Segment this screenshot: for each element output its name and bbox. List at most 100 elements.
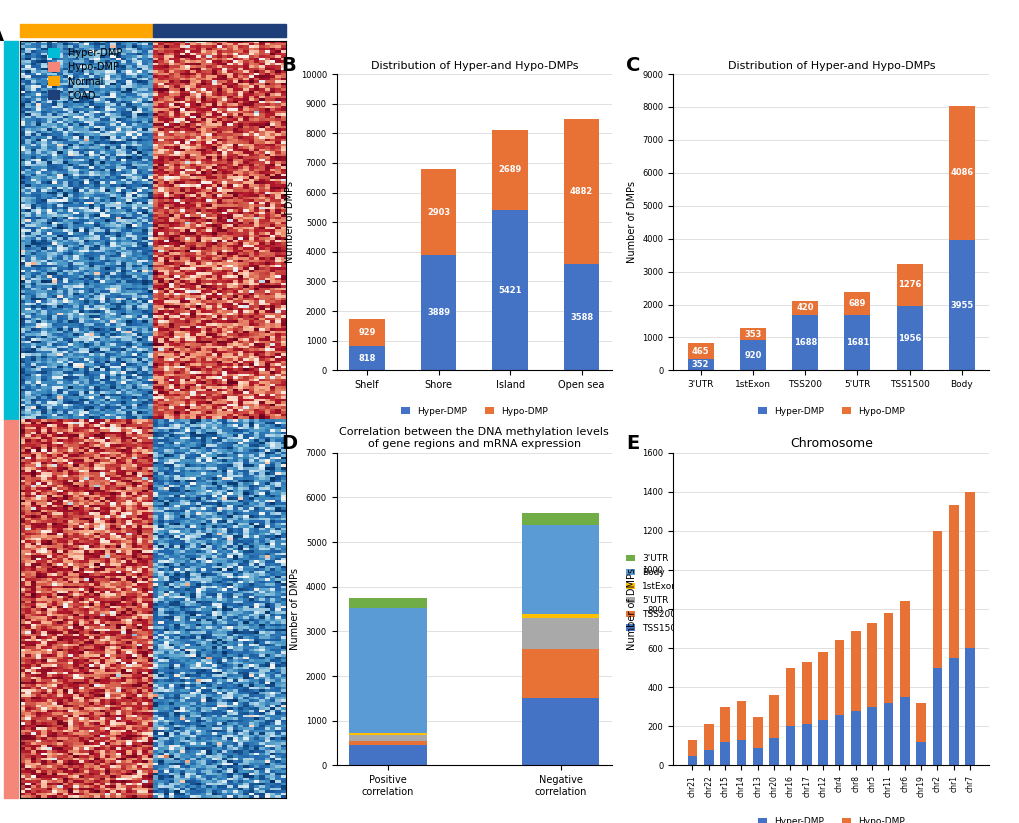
Legend: Hyper-DMP, Hypo-DMP: Hyper-DMP, Hypo-DMP bbox=[753, 403, 908, 419]
Bar bbox=[964, 491, 974, 649]
Bar bbox=[348, 597, 426, 608]
Bar bbox=[801, 724, 811, 765]
Bar bbox=[899, 601, 909, 697]
Legend: Hyper-DMP, Hypo-DMP: Hyper-DMP, Hypo-DMP bbox=[396, 403, 551, 419]
Y-axis label: Number of DMPs: Number of DMPs bbox=[627, 181, 636, 263]
Text: 465: 465 bbox=[691, 346, 709, 356]
Text: Near
Promoter
Region: Near Promoter Region bbox=[760, 650, 799, 681]
Text: 3588: 3588 bbox=[570, 313, 593, 322]
Bar bbox=[896, 306, 922, 370]
Text: 1276: 1276 bbox=[897, 281, 920, 290]
Bar bbox=[522, 615, 599, 618]
Bar bbox=[882, 703, 893, 765]
Bar bbox=[564, 119, 599, 264]
Bar bbox=[687, 756, 697, 765]
Bar bbox=[931, 667, 942, 765]
Bar bbox=[348, 319, 384, 346]
Text: 5421: 5421 bbox=[498, 286, 522, 295]
Y-axis label: Number of DMPs: Number of DMPs bbox=[290, 568, 300, 650]
Text: 689: 689 bbox=[848, 300, 865, 308]
Y-axis label: Number of DMPs: Number of DMPs bbox=[627, 568, 636, 650]
Bar bbox=[850, 630, 860, 710]
Title: Chromosome: Chromosome bbox=[789, 437, 872, 450]
Bar bbox=[522, 649, 599, 699]
Text: 920: 920 bbox=[744, 351, 761, 360]
Text: 4086: 4086 bbox=[950, 169, 972, 178]
Text: C: C bbox=[626, 56, 640, 75]
Bar bbox=[348, 736, 426, 742]
Bar bbox=[899, 697, 909, 765]
Text: B: B bbox=[281, 56, 296, 75]
Bar bbox=[792, 301, 817, 314]
Bar bbox=[964, 649, 974, 765]
Text: 420: 420 bbox=[796, 304, 813, 313]
Text: 2903: 2903 bbox=[427, 207, 449, 216]
Bar bbox=[736, 701, 746, 740]
Bar bbox=[687, 359, 713, 370]
Bar bbox=[739, 340, 765, 370]
Bar bbox=[703, 750, 713, 765]
Bar bbox=[896, 264, 922, 306]
Bar bbox=[522, 699, 599, 765]
Bar bbox=[348, 746, 426, 765]
Bar bbox=[931, 531, 942, 667]
Text: D: D bbox=[281, 434, 298, 453]
Bar bbox=[882, 613, 893, 703]
Text: 2689: 2689 bbox=[498, 165, 521, 174]
Bar bbox=[948, 505, 958, 658]
Bar bbox=[834, 714, 844, 765]
Bar bbox=[785, 667, 795, 726]
Text: 818: 818 bbox=[358, 354, 375, 363]
Bar bbox=[792, 314, 817, 370]
Bar bbox=[522, 618, 599, 649]
Text: 352: 352 bbox=[691, 360, 708, 369]
Text: 1681: 1681 bbox=[845, 338, 868, 347]
Bar bbox=[348, 346, 384, 370]
Bar bbox=[522, 525, 599, 615]
Bar bbox=[703, 724, 713, 750]
Bar bbox=[844, 292, 869, 315]
Text: A: A bbox=[0, 26, 4, 45]
Legend: Hyper-DMP, Hypo-DMP: Hyper-DMP, Hypo-DMP bbox=[753, 813, 908, 823]
Bar bbox=[915, 703, 925, 742]
Bar bbox=[719, 742, 730, 765]
Bar bbox=[915, 742, 925, 765]
Bar bbox=[844, 315, 869, 370]
Bar bbox=[752, 748, 762, 765]
Bar bbox=[850, 710, 860, 765]
Legend: 3'UTR, Body, 1stExon, 5'UTR, TSS200, TSS1500: 3'UTR, Body, 1stExon, 5'UTR, TSS200, TSS… bbox=[622, 551, 685, 636]
Bar bbox=[768, 738, 779, 765]
Text: 1688: 1688 bbox=[793, 338, 816, 347]
Bar bbox=[739, 328, 765, 340]
Text: 1956: 1956 bbox=[897, 333, 920, 342]
Bar bbox=[492, 210, 528, 370]
Bar bbox=[522, 513, 599, 525]
Bar bbox=[768, 695, 779, 738]
Y-axis label: Number of DMPs: Number of DMPs bbox=[284, 181, 294, 263]
Text: 3955: 3955 bbox=[950, 300, 972, 309]
Bar bbox=[866, 623, 876, 707]
Text: 353: 353 bbox=[744, 330, 761, 339]
Bar bbox=[687, 740, 697, 756]
Bar bbox=[834, 640, 844, 714]
Bar bbox=[948, 105, 974, 240]
Bar bbox=[948, 658, 958, 765]
Bar bbox=[719, 707, 730, 742]
Bar bbox=[348, 733, 426, 736]
Text: 929: 929 bbox=[358, 328, 375, 337]
Bar bbox=[420, 255, 455, 370]
Bar bbox=[866, 707, 876, 765]
Title: Distribution of Hyper-and Hypo-DMPs: Distribution of Hyper-and Hypo-DMPs bbox=[727, 61, 934, 71]
Bar bbox=[564, 264, 599, 370]
Bar bbox=[752, 717, 762, 748]
Legend: Hyper-DMP, Hypo-DMP, Normal, COAD: Hyper-DMP, Hypo-DMP, Normal, COAD bbox=[47, 46, 124, 103]
Text: 4882: 4882 bbox=[570, 187, 593, 196]
Bar bbox=[801, 662, 811, 724]
Bar bbox=[348, 608, 426, 733]
Bar bbox=[817, 720, 827, 765]
Bar bbox=[817, 652, 827, 720]
Title: Correlation between the DNA methylation levels
of gene regions and mRNA expressi: Correlation between the DNA methylation … bbox=[339, 427, 608, 449]
Bar bbox=[687, 343, 713, 359]
Text: E: E bbox=[626, 434, 638, 453]
Bar bbox=[785, 726, 795, 765]
